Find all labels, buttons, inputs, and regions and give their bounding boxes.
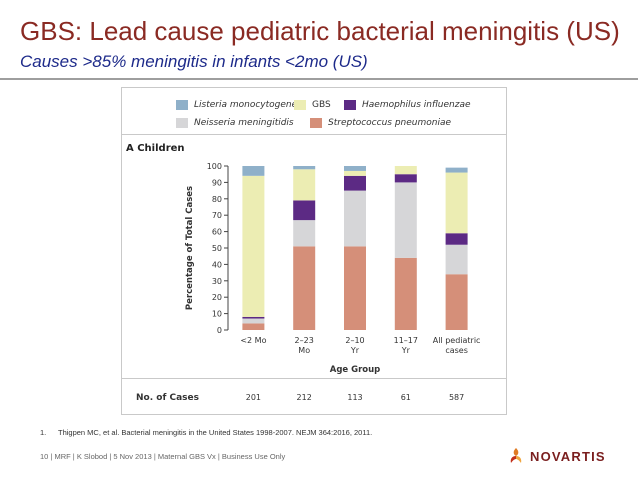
- y-tick-label-100: 100: [207, 162, 222, 171]
- legend-label-neisseria: Neisseria meningitidis: [194, 118, 294, 128]
- footnote-text: Thigpen MC, et al. Bacterial meningitis …: [58, 428, 373, 437]
- legend-item-streptococcus: Streptococcus pneumoniae: [310, 118, 451, 128]
- bar-segment-4-3: [445, 172, 468, 234]
- x-tick-label-1-0: 2–23: [295, 336, 314, 345]
- bar-segment-0-0: [242, 323, 265, 330]
- legend-swatch-haemophilus: [344, 100, 356, 110]
- title-divider: [0, 78, 638, 80]
- legend-label-gbs: GBS: [312, 100, 331, 110]
- bar-segment-2-2: [344, 175, 366, 191]
- bar-segment-1-3: [293, 169, 316, 201]
- legend-swatch-streptococcus: [310, 118, 322, 128]
- bar-segment-0-3: [242, 175, 265, 317]
- bar-segment-3-3: [394, 166, 417, 175]
- legend-swatch-gbs: [294, 100, 306, 110]
- y-tick-label-90: 90: [212, 178, 222, 187]
- y-tick-label-80: 80: [212, 195, 222, 204]
- y-tick-label-60: 60: [212, 228, 222, 237]
- y-axis-label: Percentage of Total Cases: [185, 186, 195, 310]
- bar-segment-4-0: [445, 274, 468, 330]
- bar-segment-2-4: [344, 166, 366, 171]
- bar-segment-4-4: [445, 167, 468, 173]
- cases-row-label: No. of Cases: [136, 393, 199, 403]
- stacked-bar-chart: 0 10 20 30 40 50 60 70 80 90 100 Percentage of Tota…: [136, 162, 481, 403]
- novartis-flame-icon: [510, 448, 522, 463]
- y-tick-label-20: 20: [212, 293, 222, 302]
- legend-item-haemophilus: Haemophilus influenzae: [344, 100, 471, 110]
- case-count-4: 587: [449, 393, 464, 402]
- slide-subtitle: Causes >85% meningitis in infants <2mo (…: [20, 52, 368, 71]
- legend-divider: [122, 134, 506, 135]
- y-tick-label-50: 50: [212, 244, 222, 253]
- x-tick-label-0-0: <2 Mo: [240, 336, 266, 345]
- y-tick-label-70: 70: [212, 211, 222, 220]
- case-count-1: 212: [297, 393, 312, 402]
- y-tick-label-0: 0: [217, 326, 222, 335]
- bar-segment-4-2: [445, 233, 468, 245]
- chart-figure: Listeria monocytogenes GBS Haemophilus i…: [121, 87, 507, 415]
- slide-title: GBS: Lead cause pediatric bacterial meni…: [20, 16, 620, 46]
- case-count-2: 113: [347, 393, 362, 402]
- legend-swatch-neisseria: [176, 118, 188, 128]
- bar-segment-2-3: [344, 170, 366, 176]
- bar-segment-0-2: [242, 316, 265, 319]
- slide-footer: 10 | MRF | K Slobod | 5 Nov 2013 | Mater…: [40, 452, 286, 461]
- y-tick-label-30: 30: [212, 277, 222, 286]
- bar-segment-1-4: [293, 166, 316, 170]
- footnote-number: 1.: [40, 428, 47, 437]
- bar-segment-0-1: [242, 318, 265, 324]
- novartis-logo: NOVARTIS: [506, 446, 606, 466]
- x-tick-label-2-1: Yr: [350, 346, 360, 355]
- x-tick-label-4-0: All pediatric: [433, 336, 481, 345]
- bar-segment-2-1: [344, 190, 366, 247]
- x-axis-label: Age Group: [330, 365, 381, 375]
- legend-swatch-listeria: [176, 100, 188, 110]
- y-tick-label-40: 40: [212, 260, 222, 269]
- logo-text: NOVARTIS: [530, 448, 606, 464]
- bar-segment-3-1: [394, 182, 417, 258]
- legend-item-neisseria: Neisseria meningitidis: [176, 118, 294, 128]
- bar-segment-2-0: [344, 246, 366, 330]
- legend-item-listeria: Listeria monocytogenes: [176, 100, 302, 110]
- panel-label: A Children: [126, 143, 185, 154]
- bar-segment-1-2: [293, 200, 316, 221]
- bar-segment-3-0: [394, 257, 417, 330]
- x-tick-label-2-0: 2–10: [345, 336, 364, 345]
- legend-label-streptococcus: Streptococcus pneumoniae: [328, 118, 452, 128]
- legend-label-listeria: Listeria monocytogenes: [194, 100, 302, 110]
- case-count-0: 201: [246, 393, 261, 402]
- bar-segment-0-4: [242, 166, 265, 176]
- cases-divider: [122, 378, 506, 379]
- bar-segment-3-2: [394, 174, 417, 183]
- footnote: 1. Thigpen MC, et al. Bacterial meningiti…: [40, 428, 372, 437]
- x-tick-label-1-1: Mo: [298, 346, 310, 355]
- legend-label-haemophilus: Haemophilus influenzae: [362, 100, 471, 110]
- legend-item-gbs: GBS: [294, 100, 331, 110]
- bar-segment-1-0: [293, 246, 316, 330]
- case-count-3: 61: [401, 393, 411, 402]
- x-tick-label-3-0: 11–17: [394, 336, 418, 345]
- x-tick-label-4-1: cases: [445, 346, 468, 355]
- y-tick-label-10: 10: [212, 310, 222, 319]
- x-tick-label-3-1: Yr: [401, 346, 411, 355]
- bar-segment-1-1: [293, 220, 316, 247]
- bar-segment-4-1: [445, 244, 468, 275]
